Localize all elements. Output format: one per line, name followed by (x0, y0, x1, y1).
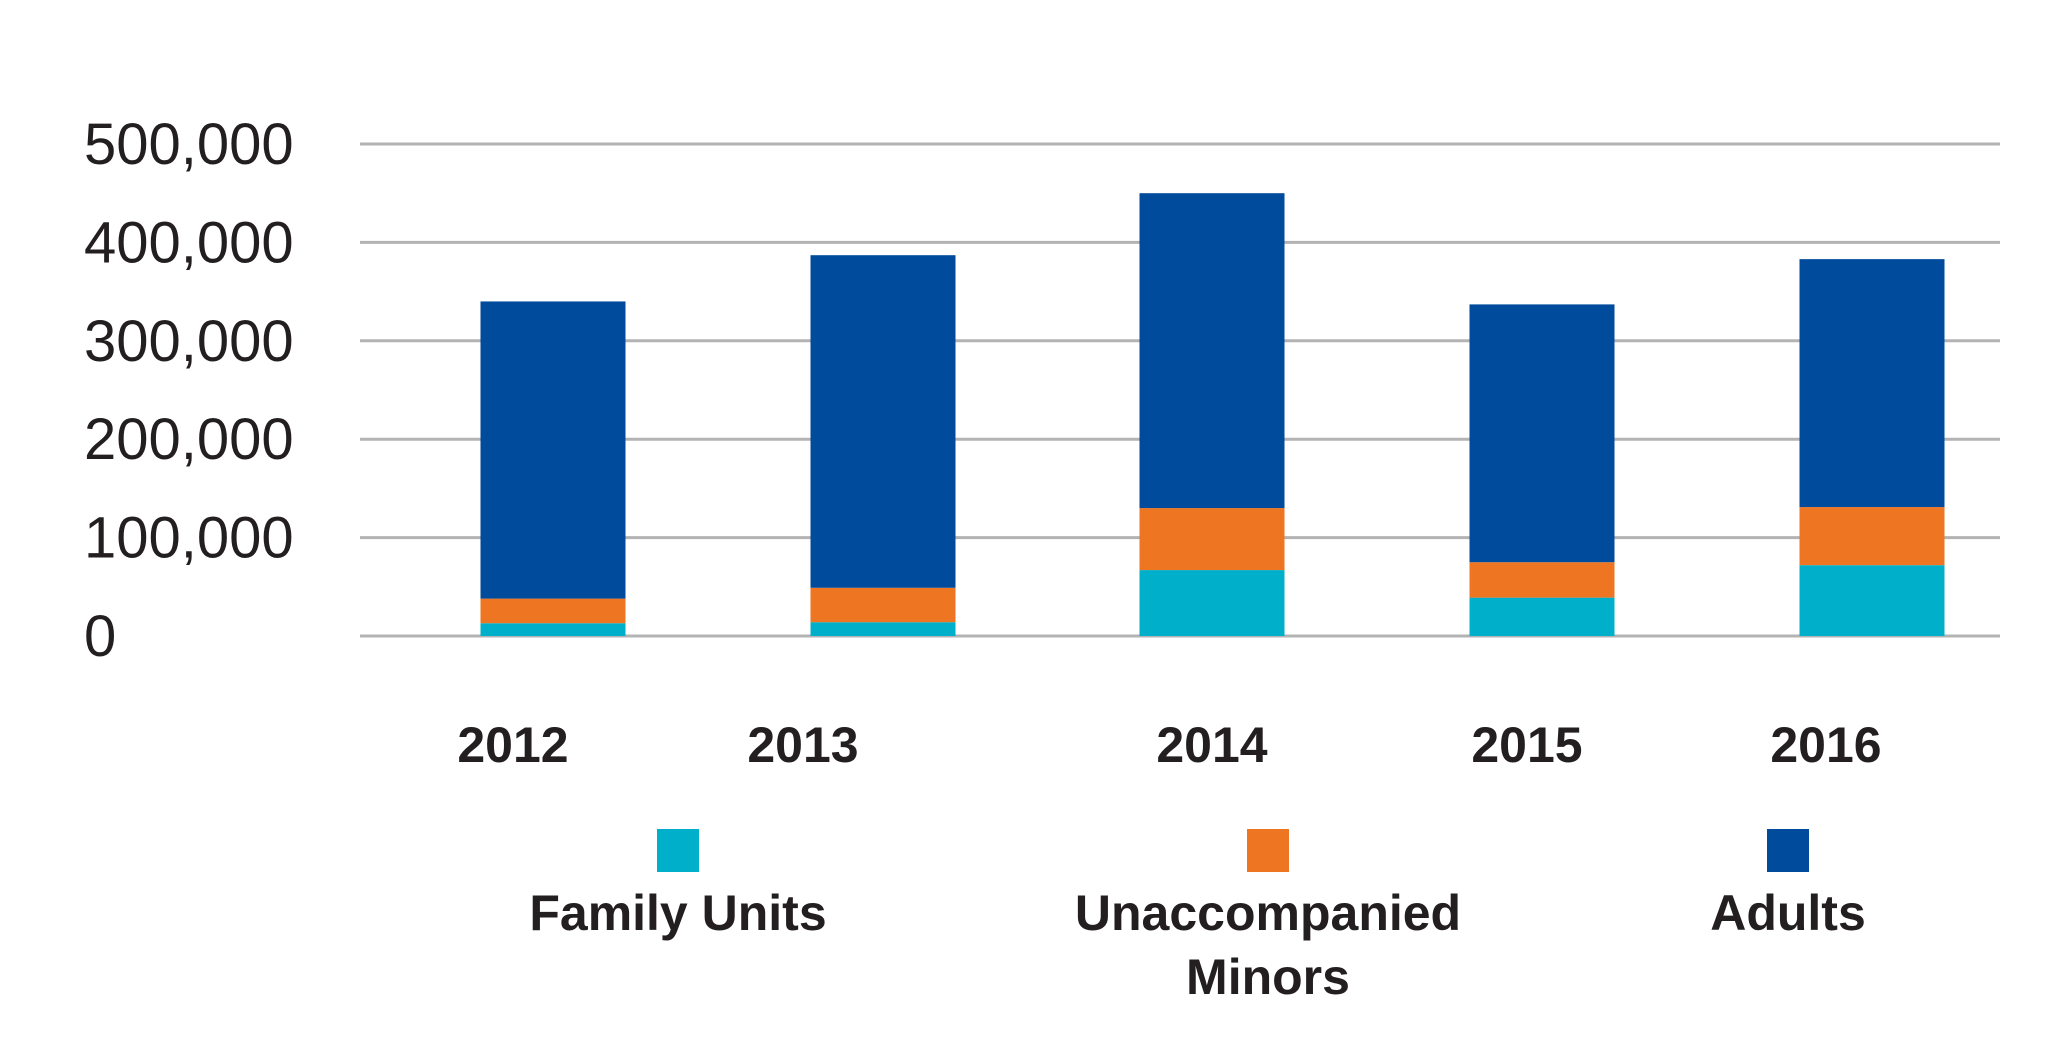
x-tick-label: 2015 (1471, 717, 1582, 773)
bar-segment (1799, 565, 1945, 636)
bar-segment (810, 622, 956, 636)
y-axis-ticks: 0 100,000 200,000 300,000 400,000 500,000 (84, 112, 294, 669)
y-tick-label: 200,000 (84, 407, 294, 472)
bar-segment (1469, 597, 1615, 636)
bars (480, 193, 1945, 636)
x-tick-label: 2016 (1770, 717, 1881, 773)
legend-label: Adults (1710, 885, 1866, 941)
bar-segment (1139, 508, 1285, 571)
y-tick-label: 0 (84, 604, 116, 669)
bar-segment (480, 623, 626, 636)
bar-segment (1139, 193, 1285, 509)
bar-segment (1469, 562, 1615, 598)
bar-segment (480, 598, 626, 624)
bar-segment (1469, 304, 1615, 563)
bar-segment (1799, 507, 1945, 566)
legend-label: Minors (1186, 949, 1350, 1005)
x-axis-ticks: 2012 2013 2014 2015 2016 (457, 717, 1881, 773)
bar-segment (1139, 570, 1285, 636)
legend: Family Units Unaccompanied Minors Adults (529, 829, 1866, 1005)
bar-segment (810, 587, 956, 623)
bar-segment (480, 301, 626, 599)
bar-segment (1799, 259, 1945, 508)
legend-swatch (657, 829, 699, 872)
bar-segment (810, 255, 956, 588)
x-tick-label: 2014 (1156, 717, 1267, 773)
y-tick-label: 100,000 (84, 506, 294, 571)
legend-swatch (1247, 829, 1289, 872)
y-tick-label: 400,000 (84, 210, 294, 275)
legend-label: Unaccompanied (1075, 885, 1461, 941)
x-tick-label: 2012 (457, 717, 568, 773)
y-tick-label: 300,000 (84, 309, 294, 374)
legend-swatch (1767, 829, 1809, 872)
x-tick-label: 2013 (747, 717, 858, 773)
y-tick-label: 500,000 (84, 112, 294, 177)
legend-label: Family Units (529, 885, 826, 941)
